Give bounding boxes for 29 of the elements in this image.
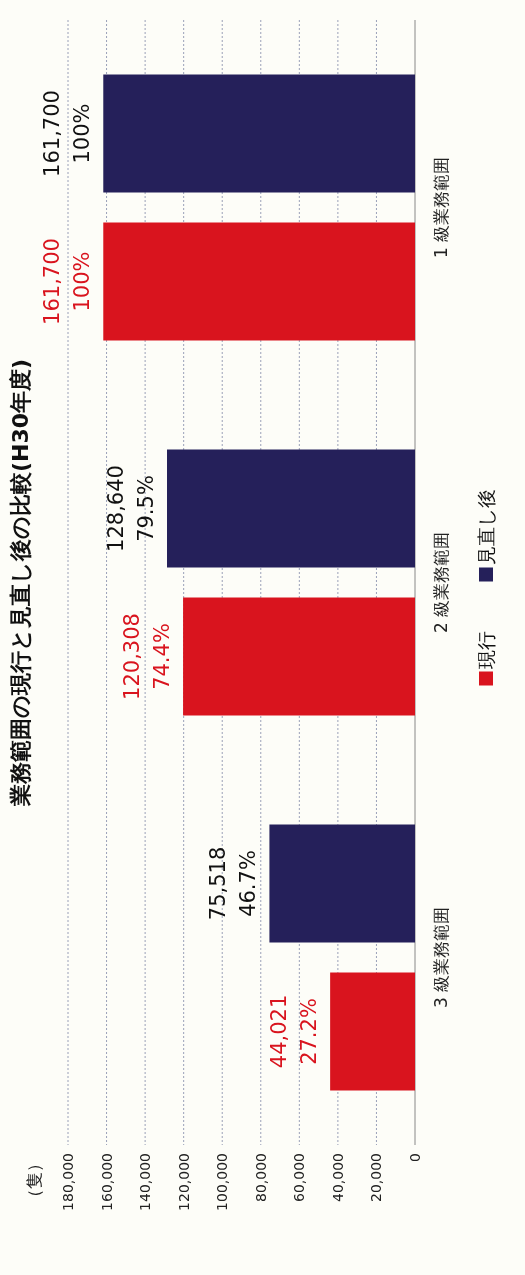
legend-item: 見直し後 bbox=[475, 488, 497, 582]
y-tick-label: 2 級業務範囲 bbox=[431, 531, 451, 634]
text: 業務範囲の現行と見直し後の比較(H30年度) bbox=[8, 358, 33, 808]
bar bbox=[103, 74, 415, 193]
bar bbox=[167, 449, 415, 568]
data-label: 120,308 74.4% bbox=[120, 613, 175, 700]
x-tick-label: 40,000 bbox=[329, 1153, 346, 1202]
x-tick-label: 120,000 bbox=[175, 1153, 192, 1211]
x-tick-label: 100,000 bbox=[214, 1153, 231, 1211]
x-tick-label: 140,000 bbox=[137, 1153, 154, 1211]
x-tick-label: 80,000 bbox=[252, 1153, 269, 1202]
legend-item: 現行 bbox=[475, 630, 497, 686]
x-tick-label: 180,000 bbox=[60, 1153, 76, 1211]
x-tick-label: 0 bbox=[407, 1153, 423, 1162]
x-tick-label: 60,000 bbox=[291, 1153, 308, 1202]
data-label: 75,518 46.7% bbox=[206, 846, 261, 921]
data-label: 161,700 100% bbox=[40, 90, 95, 177]
data-label: 161,700 100% bbox=[40, 238, 95, 325]
bar bbox=[269, 824, 415, 943]
data-label: 44,021 27.2% bbox=[267, 994, 322, 1069]
x-tick-label: 160,000 bbox=[98, 1153, 115, 1211]
y-tick-label: 3 級業務範囲 bbox=[431, 906, 451, 1009]
bar bbox=[183, 597, 415, 716]
x-tick-label: 20,000 bbox=[368, 1153, 385, 1202]
bar bbox=[330, 972, 415, 1091]
y-tick-label: 1 級業務範囲 bbox=[431, 156, 451, 259]
bar bbox=[103, 222, 415, 341]
data-label: 128,640 79.5% bbox=[104, 465, 159, 552]
y-axis-title: （隻） bbox=[24, 1155, 44, 1206]
